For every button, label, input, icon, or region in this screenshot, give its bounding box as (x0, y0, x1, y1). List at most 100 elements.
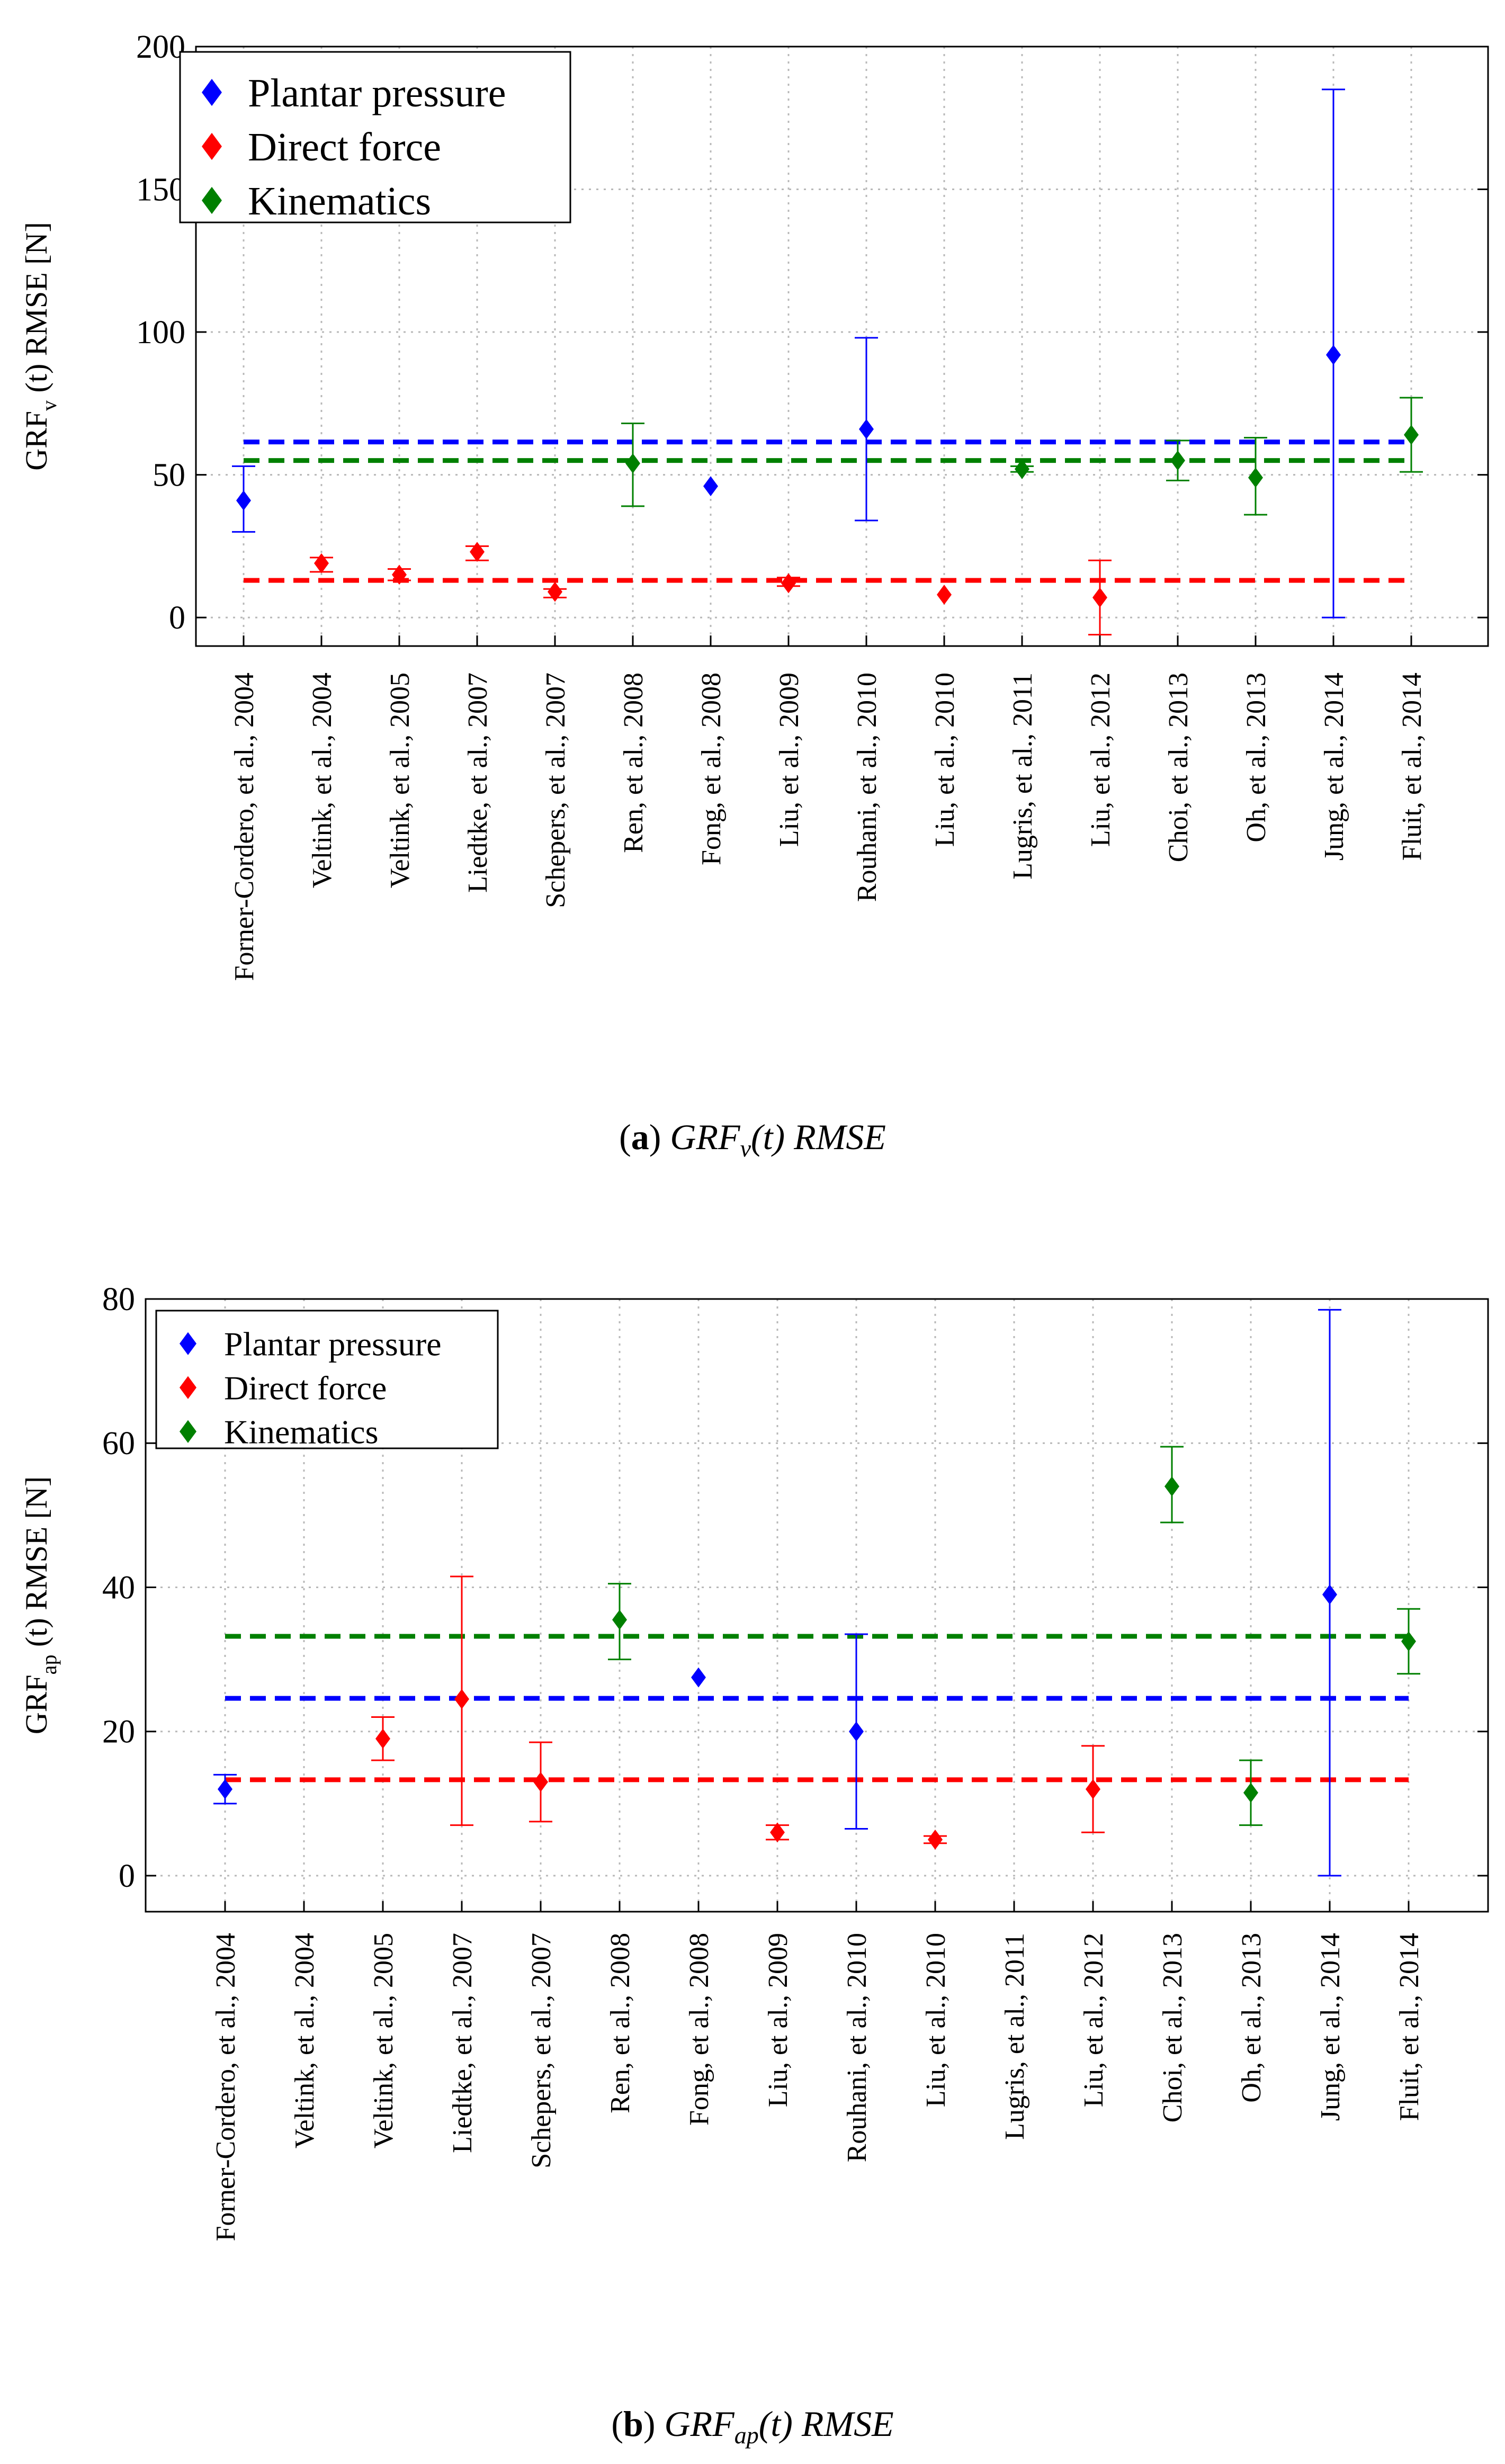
x-tick-label: Lugris, et al., 2011 (1008, 673, 1038, 880)
x-tick-label: Liu, et al., 2010 (921, 1933, 951, 2107)
plot-frame (195, 46, 1489, 647)
legend-box (155, 1310, 499, 1449)
marker-plantar-pressure (849, 1721, 864, 1742)
marker-direct-force (781, 573, 796, 594)
marker-direct-force (392, 565, 407, 585)
x-tick-label: Fong, et al., 2008 (696, 673, 727, 865)
legend-label: Plantar pressure (248, 71, 506, 115)
marker-kinematics (612, 1609, 627, 1630)
marker-direct-force (928, 1829, 943, 1850)
mean-lines (225, 1634, 1409, 1782)
y-axis-label: GRFap (t) RMSE [N] (19, 1476, 61, 1734)
legend-marker (180, 1420, 196, 1443)
plot-frame (145, 1298, 1489, 1913)
data-points (213, 1309, 1420, 1877)
marker-kinematics (625, 453, 640, 473)
marker-direct-force (470, 542, 485, 562)
legend-label: Direct force (248, 125, 441, 169)
marker-direct-force (314, 553, 329, 574)
marker-kinematics (1015, 459, 1029, 479)
legend-marker (202, 78, 222, 106)
marker-direct-force (375, 1728, 390, 1749)
x-tick-label: Ren, et al., 2008 (605, 1933, 635, 2113)
y-axis: 0 20 40 60 80 (102, 1282, 1488, 1894)
y-axis: 0 50 100 150 200 (136, 29, 1488, 636)
x-tick-label: Fluit, et al., 2014 (1397, 673, 1427, 861)
y-tick-label: 50 (153, 458, 185, 494)
marker-direct-force (533, 1772, 548, 1792)
chart-panel-b: 0 20 40 60 80 Forner-Cordero, et al., 2004 Vel… (19, 1282, 1489, 2449)
legend-marker (202, 132, 222, 160)
figure-caption: (a) GRFv(t) RMSE (619, 1117, 886, 1162)
x-tick-label: Lugris, et al., 2011 (1000, 1933, 1030, 2140)
x-tick-label: Jung, et al., 2014 (1319, 673, 1349, 861)
y-tick-label: 150 (136, 172, 185, 208)
marker-direct-force (1086, 1779, 1100, 1799)
x-tick-label: Choi, et al., 2013 (1163, 673, 1194, 862)
legend-label: Kinematics (224, 1413, 378, 1451)
figure-caption: (b) GRFap(t) RMSE (611, 2404, 893, 2449)
marker-plantar-pressure (703, 476, 718, 497)
x-tick-label: Forner-Cordero, et al., 2004 (229, 673, 259, 981)
x-tick-label: Jung, et al., 2014 (1315, 1933, 1346, 2121)
marker-plantar-pressure (859, 419, 874, 440)
x-axis: Forner-Cordero, et al., 2004 Veltink, et … (211, 1901, 1425, 2241)
x-tick-label: Liu, et al., 2009 (763, 1933, 793, 2107)
marker-plantar-pressure (218, 1779, 232, 1799)
marker-plantar-pressure (1322, 1584, 1337, 1605)
x-axis: Forner-Cordero, et al., 2004 Veltink, et … (229, 635, 1427, 981)
legend-label: Direct force (224, 1369, 387, 1407)
marker-plantar-pressure (236, 490, 251, 510)
legend-box (179, 51, 571, 223)
x-tick-label: Rouhani, et al., 2010 (852, 673, 882, 902)
x-tick-label: Liu, et al., 2012 (1086, 673, 1116, 847)
marker-direct-force (548, 581, 562, 602)
y-tick-label: 100 (136, 315, 185, 351)
y-tick-label: 60 (102, 1426, 135, 1462)
x-tick-label: Forner-Cordero, et al., 2004 (211, 1933, 241, 2241)
x-tick-label: Veltink, et al., 2005 (369, 1933, 399, 2148)
x-tick-label: Liu, et al., 2010 (930, 673, 960, 847)
y-axis-label: GRFv (t) RMSE [N] (19, 222, 61, 471)
x-tick-label: Veltink, et al., 2005 (385, 673, 415, 888)
x-tick-label: Veltink, et al., 2004 (307, 673, 337, 888)
y-tick-label: 200 (136, 29, 185, 65)
marker-kinematics (1401, 1631, 1416, 1652)
x-tick-label: Choi, et al., 2013 (1158, 1933, 1188, 2122)
y-tick-label: 20 (102, 1714, 135, 1750)
x-tick-label: Fluit, et al., 2014 (1394, 1933, 1425, 2121)
mean-lines (244, 440, 1411, 583)
marker-plantar-pressure (691, 1667, 706, 1688)
x-tick-label: Oh, et al., 2013 (1237, 1933, 1267, 2103)
x-tick-label: Fong, et al., 2008 (684, 1933, 714, 2126)
legend-marker (180, 1332, 196, 1355)
legend: Plantar pressure Direct force Kinematics (179, 51, 571, 223)
marker-direct-force (454, 1689, 469, 1709)
marker-kinematics (1248, 468, 1263, 488)
marker-direct-force (1092, 587, 1107, 608)
x-tick-label: Rouhani, et al., 2010 (842, 1933, 872, 2162)
legend: Plantar pressure Direct force Kinematics (155, 1310, 499, 1451)
marker-kinematics (1164, 1476, 1179, 1497)
y-tick-label: 40 (102, 1570, 135, 1606)
x-tick-label: Oh, et al., 2013 (1241, 673, 1271, 843)
marker-kinematics (1243, 1782, 1258, 1803)
x-tick-label: Liu, et al., 2009 (774, 673, 804, 847)
legend-marker (202, 186, 222, 214)
marker-kinematics (1404, 425, 1419, 445)
y-tick-label: 0 (119, 1858, 135, 1894)
marker-plantar-pressure (1326, 345, 1341, 365)
x-tick-label: Liedtke, et al., 2007 (463, 673, 493, 893)
x-tick-label: Liu, et al., 2012 (1079, 1933, 1109, 2107)
chart-panel-a: 0 50 100 150 200 Forner-Cordero, et al., 2004… (19, 29, 1489, 1162)
y-tick-label: 0 (169, 600, 185, 636)
x-tick-label: Liedtke, et al., 2007 (447, 1933, 478, 2153)
marker-direct-force (770, 1822, 785, 1843)
x-tick-label: Schepers, et al., 2007 (541, 673, 571, 908)
legend-marker (180, 1376, 196, 1399)
legend-label: Kinematics (248, 179, 431, 223)
legend-label: Plantar pressure (224, 1325, 442, 1363)
marker-direct-force (937, 585, 952, 605)
x-tick-label: Schepers, et al., 2007 (526, 1933, 557, 2169)
